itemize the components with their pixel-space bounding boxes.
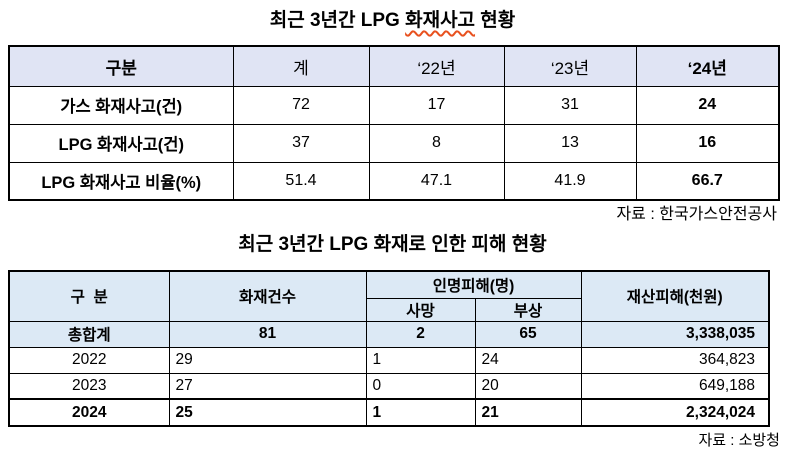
table2-row-2023: 2023 27 0 20 649,188 [8,372,770,400]
table2-cell-deaths: 1 [365,398,476,427]
table1-cell: 8 [368,123,505,163]
table1-row-gas-accidents: 가스 화재사고(건) 72 17 31 24 [8,85,780,125]
table2-title: 최근 3년간 LPG 화재로 인한 피해 현황 [238,234,547,255]
table1-cell: 72 [232,85,370,125]
table1-cell: 66.7 [635,161,780,201]
table2-cell-injuries: 21 [474,398,582,427]
table2-cell-property: 649,188 [580,372,770,400]
table2-source: 자료 : 소방청 [698,432,780,449]
table2-cell-property: 3,338,035 [580,320,770,348]
table1-row-lpg-ratio: LPG 화재사고 비율(%) 51.4 47.1 41.9 66.7 [8,161,780,201]
lpg-fire-damage-table: 구 분 화재건수 인명피해(명) 재산피해(천원) 사망 부상 총합계 81 2… [8,270,770,427]
table1-row-label: 가스 화재사고(건) [8,85,234,125]
table1-header-total: 계 [232,45,370,87]
table1-row-label: LPG 화재사고 비율(%) [8,161,234,201]
table1-header-category: 구분 [8,45,234,87]
table1-cell: 31 [503,85,637,125]
table1-title-prefix: 최근 3년간 LPG [269,10,406,31]
table2-row-2024: 2024 25 1 21 2,324,024 [8,398,770,427]
table2-row-label: 2024 [8,398,170,427]
table2-header-casualties: 인명피해(명) [365,270,582,299]
lpg-fire-accidents-table: 구분 계 ‘22년 ‘23년 ‘24년 가스 화재사고(건) 72 17 31 … [8,45,780,201]
table2-cell-injuries: 65 [474,320,582,348]
table2-cell-property: 2,324,024 [580,398,770,427]
table1-cell: 41.9 [503,161,637,201]
table2-cell-property: 364,823 [580,346,770,374]
table2-row-label: 2023 [8,372,170,400]
table1-source: 자료 : 한국가스안전공사 [616,206,777,223]
table1-header-row: 구분 계 ‘22년 ‘23년 ‘24년 [8,45,780,87]
table2-header-fires: 화재건수 [168,270,367,322]
table1-cell: 47.1 [368,161,505,201]
table2-row-2022: 2022 29 1 24 364,823 [8,346,770,374]
table2-cell-fires: 81 [168,320,367,348]
table2-row-total: 총합계 81 2 65 3,338,035 [8,320,770,348]
table2-cell-deaths: 1 [365,346,476,374]
table2-cell-deaths: 0 [365,372,476,400]
table2-header-row-1: 구 분 화재건수 인명피해(명) 재산피해(천원) [8,270,770,322]
table1-header-2024: ‘24년 [635,45,780,87]
table2-cell-injuries: 24 [474,346,582,374]
table1-row-lpg-accidents: LPG 화재사고(건) 37 8 13 16 [8,123,780,163]
table2-header-deaths: 사망 [365,297,476,322]
table2-cell-fires: 29 [168,346,367,374]
table2-header-category: 구 분 [8,270,170,322]
table1-header-2022: ‘22년 [368,45,505,87]
table1-cell: 17 [368,85,505,125]
table1-cell: 24 [635,85,780,125]
table1-cell: 13 [503,123,637,163]
table1-title-spellcheck-word: 화재사고 [405,10,476,31]
table1-cell: 37 [232,123,370,163]
table1-cell: 16 [635,123,780,163]
table1-row-label: LPG 화재사고(건) [8,123,234,163]
table1-header-2023: ‘23년 [503,45,637,87]
table2-cell-fires: 25 [168,398,367,427]
table2-cell-deaths: 2 [365,320,476,348]
table2-header-injuries: 부상 [474,297,582,322]
table2-header-property: 재산피해(천원) [580,270,770,322]
table2-row-label: 총합계 [8,320,170,348]
table2-cell-injuries: 20 [474,372,582,400]
table2-row-label: 2022 [8,346,170,374]
table1-cell: 51.4 [232,161,370,201]
table2-cell-fires: 27 [168,372,367,400]
table1-title: 최근 3년간 LPG 화재사고 현황 [0,8,785,34]
table1-title-suffix: 현황 [475,10,516,31]
